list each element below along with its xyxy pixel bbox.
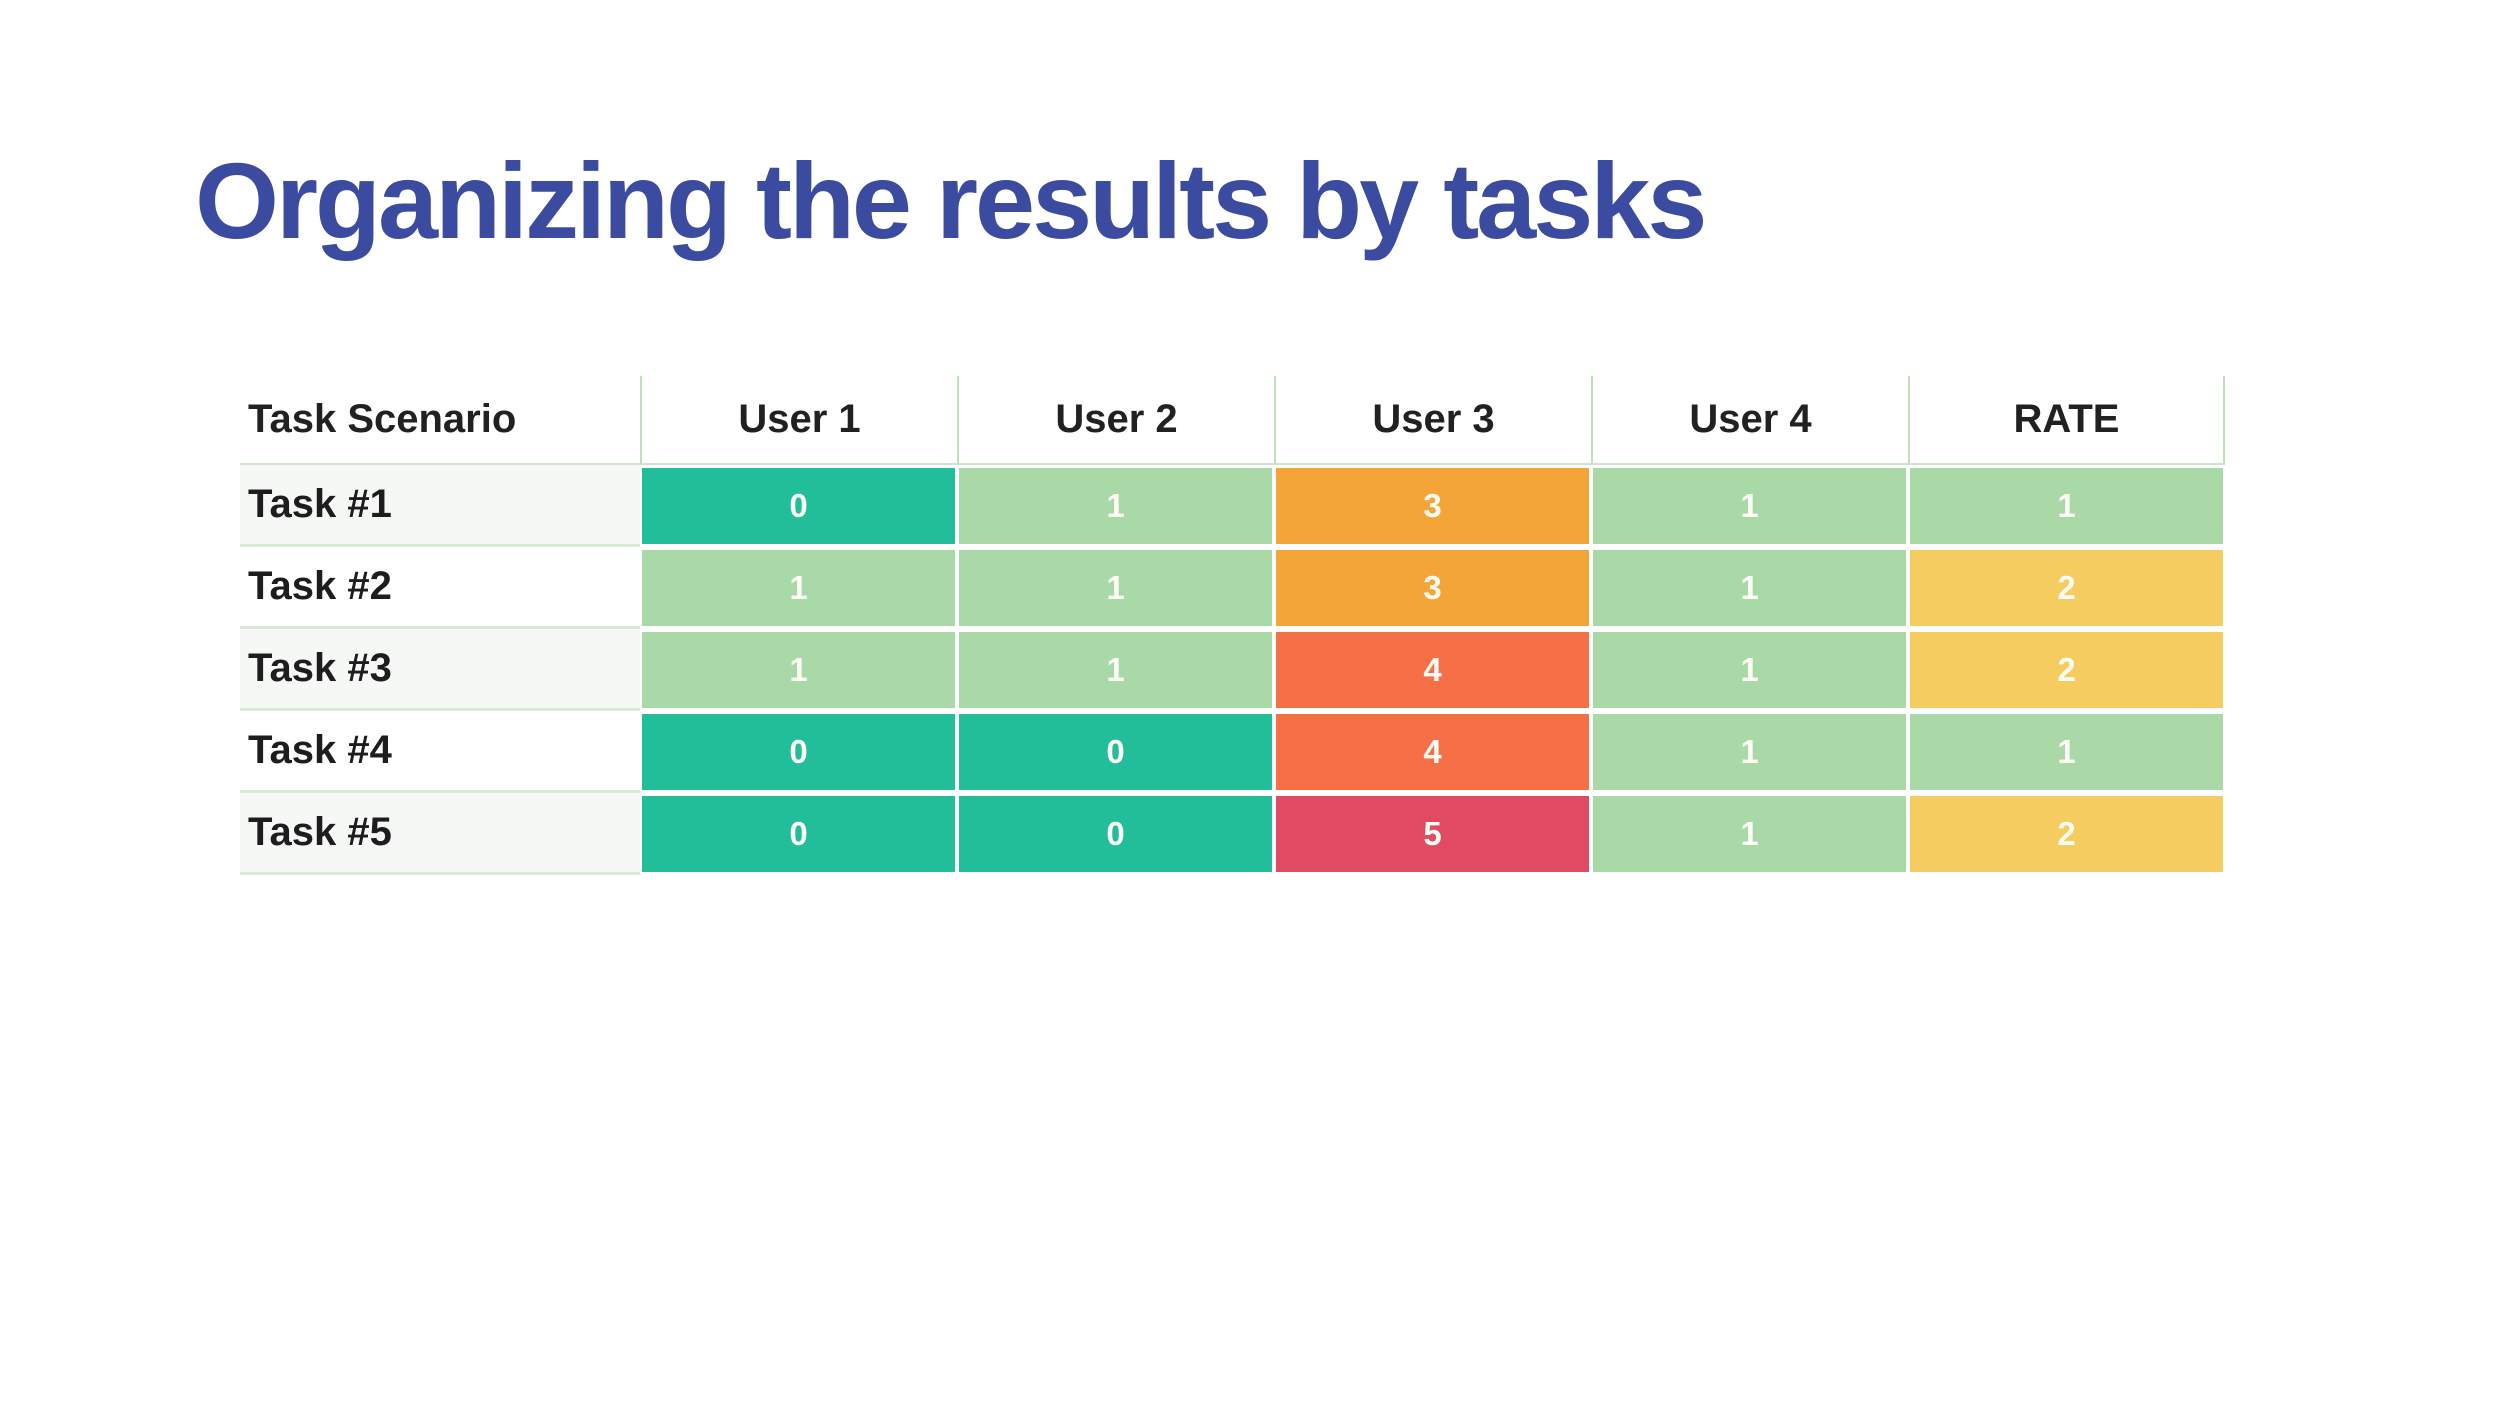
- cell-task2-user1: 1: [640, 547, 957, 629]
- cell-task1-user2: 1: [957, 465, 1274, 547]
- score-cell: 0: [640, 711, 957, 793]
- score-cell: 1: [1908, 465, 2225, 547]
- cell-task4-user4: 1: [1591, 711, 1908, 793]
- score-value: 1: [2057, 733, 2076, 770]
- score-cell: 0: [640, 793, 957, 875]
- cell-task4-user2: 0: [957, 711, 1274, 793]
- score-cell: 4: [1274, 711, 1591, 793]
- score-cell: 1: [640, 547, 957, 629]
- score-value: 1: [1106, 651, 1125, 688]
- score-value: 1: [1740, 651, 1759, 688]
- score-cell: 1: [1591, 465, 1908, 547]
- column-header-user-3: User 3: [1274, 376, 1591, 465]
- score-value: 1: [1740, 487, 1759, 524]
- score-cell: 2: [1908, 629, 2225, 711]
- row-label-task-4: Task #4: [240, 711, 640, 793]
- score-value: 4: [1423, 733, 1442, 770]
- score-value: 0: [789, 815, 808, 852]
- score-cell: 3: [1274, 465, 1591, 547]
- cell-task2-user2: 1: [957, 547, 1274, 629]
- score-value: 3: [1423, 487, 1442, 524]
- cell-task5-user4: 1: [1591, 793, 1908, 875]
- cell-task1-user4: 1: [1591, 465, 1908, 547]
- cell-task4-user1: 0: [640, 711, 957, 793]
- column-header-rate: RATE: [1908, 376, 2225, 465]
- score-cell: 1: [640, 629, 957, 711]
- cell-task2-user4: 1: [1591, 547, 1908, 629]
- cell-task3-rate: 2: [1908, 629, 2225, 711]
- score-value: 0: [789, 733, 808, 770]
- cell-task1-user1: 0: [640, 465, 957, 547]
- score-value: 3: [1423, 569, 1442, 606]
- score-cell: 1: [957, 547, 1274, 629]
- cell-task3-user1: 1: [640, 629, 957, 711]
- score-cell: 1: [1908, 711, 2225, 793]
- column-header-user-4: User 4: [1591, 376, 1908, 465]
- score-cell: 2: [1908, 793, 2225, 875]
- score-value: 4: [1423, 651, 1442, 688]
- score-value: 5: [1423, 815, 1442, 852]
- cell-task4-rate: 1: [1908, 711, 2225, 793]
- score-value: 1: [1740, 569, 1759, 606]
- score-cell: 1: [1591, 629, 1908, 711]
- score-value: 0: [1106, 815, 1125, 852]
- score-cell: 2: [1908, 547, 2225, 629]
- score-cell: 4: [1274, 629, 1591, 711]
- score-cell: 3: [1274, 547, 1591, 629]
- cell-task5-rate: 2: [1908, 793, 2225, 875]
- cell-task4-user3: 4: [1274, 711, 1591, 793]
- score-value: 1: [2057, 487, 2076, 524]
- score-cell: 1: [1591, 793, 1908, 875]
- row-label-task-1: Task #1: [240, 465, 640, 547]
- score-cell: 1: [957, 629, 1274, 711]
- cell-task2-rate: 2: [1908, 547, 2225, 629]
- cell-task5-user2: 0: [957, 793, 1274, 875]
- column-header-task-scenario: Task Scenario: [240, 376, 640, 465]
- cell-task3-user3: 4: [1274, 629, 1591, 711]
- score-value: 1: [789, 569, 808, 606]
- cell-task1-user3: 3: [1274, 465, 1591, 547]
- score-value: 1: [1106, 569, 1125, 606]
- score-value: 2: [2057, 651, 2076, 688]
- score-cell: 1: [957, 465, 1274, 547]
- results-table: Task Scenario User 1 User 2 User 3 User …: [240, 376, 2225, 875]
- row-label-task-5: Task #5: [240, 793, 640, 875]
- score-cell: 0: [957, 711, 1274, 793]
- cell-task3-user4: 1: [1591, 629, 1908, 711]
- cell-task5-user1: 0: [640, 793, 957, 875]
- score-value: 2: [2057, 569, 2076, 606]
- score-value: 1: [1740, 815, 1759, 852]
- cell-task2-user3: 3: [1274, 547, 1591, 629]
- row-label-task-3: Task #3: [240, 629, 640, 711]
- column-header-user-2: User 2: [957, 376, 1274, 465]
- column-header-user-1: User 1: [640, 376, 957, 465]
- score-value: 0: [1106, 733, 1125, 770]
- score-value: 1: [1106, 487, 1125, 524]
- cell-task5-user3: 5: [1274, 793, 1591, 875]
- slide-title: Organizing the results by tasks: [195, 140, 1707, 261]
- score-cell: 5: [1274, 793, 1591, 875]
- row-label-task-2: Task #2: [240, 547, 640, 629]
- score-value: 1: [789, 651, 808, 688]
- score-cell: 1: [1591, 547, 1908, 629]
- cell-task3-user2: 1: [957, 629, 1274, 711]
- score-value: 2: [2057, 815, 2076, 852]
- score-cell: 1: [1591, 711, 1908, 793]
- score-value: 1: [1740, 733, 1759, 770]
- score-cell: 0: [957, 793, 1274, 875]
- score-cell: 0: [640, 465, 957, 547]
- score-value: 0: [789, 487, 808, 524]
- cell-task1-rate: 1: [1908, 465, 2225, 547]
